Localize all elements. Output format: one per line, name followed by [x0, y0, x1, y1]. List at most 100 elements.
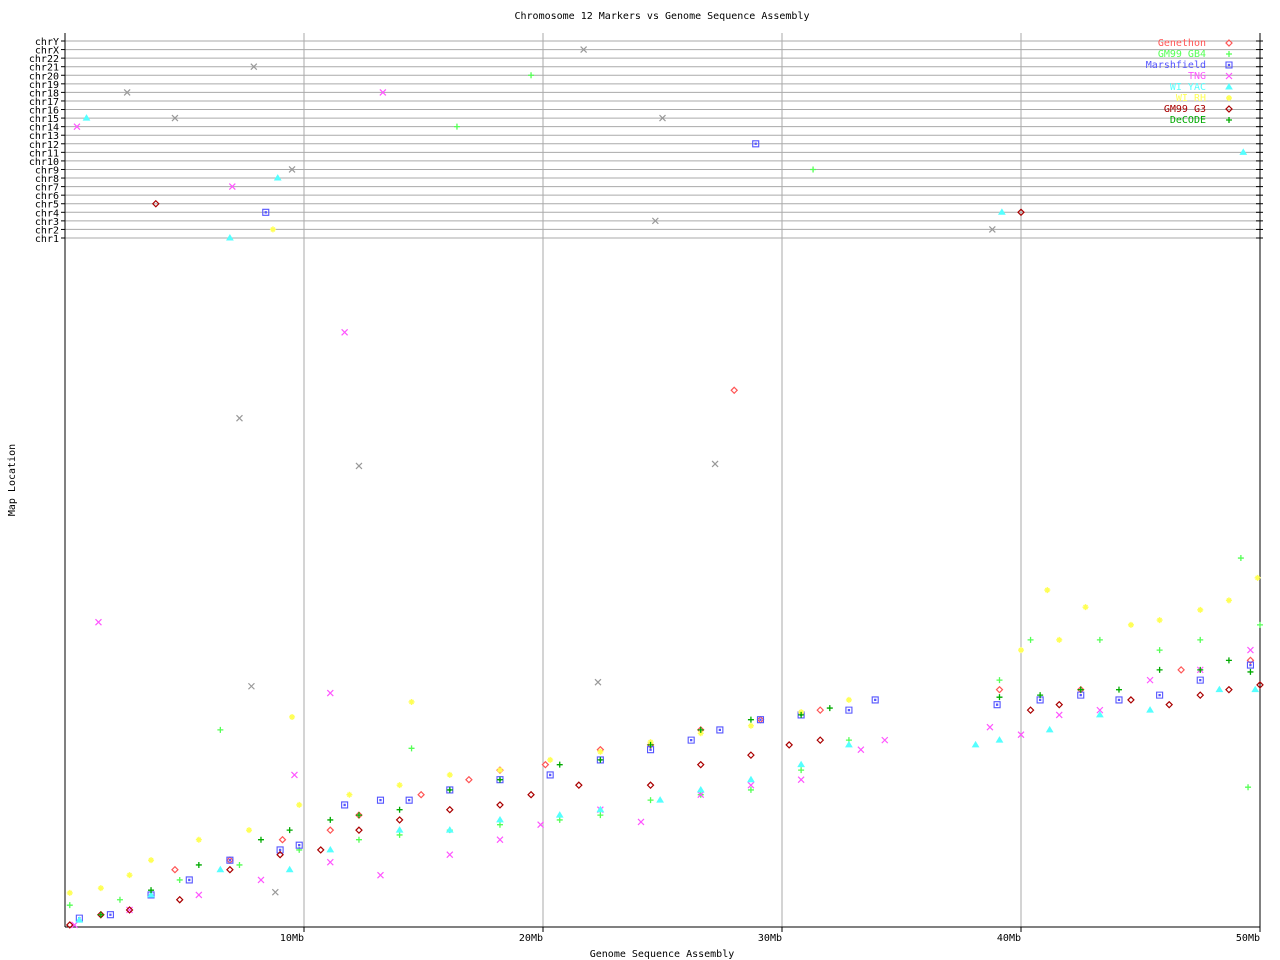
data-point-gm99-g3	[175, 895, 184, 904]
legend-label-gm99-gb4: GM99 GB4	[1158, 49, 1206, 60]
data-point-tng	[496, 836, 504, 844]
data-point-wi-yac	[656, 796, 664, 803]
data-point-marshfield	[716, 726, 724, 734]
data-point-gm99-g3	[1225, 685, 1233, 694]
data-point-gm99-g3	[125, 906, 134, 914]
data-point-gm99-gb4	[408, 745, 415, 752]
data-point-tng	[195, 891, 203, 899]
data-point-decode	[647, 741, 654, 748]
data-point-wi-yac	[285, 865, 294, 873]
data-point-genethon	[226, 856, 234, 865]
data-point-tng	[95, 618, 102, 626]
data-point-marshfield	[546, 771, 554, 779]
chromosome-label: chr18	[29, 88, 59, 99]
x-axis-label: Genome Sequence Assembly	[590, 949, 735, 960]
data-point-gm99-gb4	[647, 797, 654, 804]
data-point-tng	[1247, 646, 1254, 654]
chromosome-label: chr11	[29, 148, 59, 159]
chromosome-label: chr7	[35, 183, 59, 194]
legend-marker-tng	[1225, 72, 1233, 80]
legend-label-tng: TNG	[1188, 71, 1206, 82]
data-point-genethon	[1177, 666, 1185, 674]
legend-marker-gm99-gb4	[1226, 51, 1232, 57]
grid	[65, 33, 1260, 927]
off-chromosome-point-unlabeled	[651, 217, 659, 225]
series-genethon	[171, 386, 1255, 874]
chromosome-label: chr19	[29, 80, 59, 91]
axes: chrYchrXchr22chr21chr20chr19chr18chr17ch…	[29, 33, 1263, 944]
off-chromosome-point-gm99-gb4	[810, 166, 817, 173]
off-chromosome-point-unlabeled	[988, 226, 996, 233]
data-point-decode	[1197, 666, 1204, 673]
chromosome-label: chr5	[35, 200, 59, 211]
x-tick-label: 20Mb	[519, 933, 543, 944]
data-point-decode	[97, 911, 104, 918]
data-point-tng	[446, 851, 454, 859]
data-point-wi-yac	[596, 805, 605, 813]
data-point-wi-rh	[1156, 617, 1163, 624]
off-chromosome-point-tng	[228, 183, 236, 191]
chromosome-label: chr15	[29, 114, 59, 125]
data-point-marshfield	[1246, 661, 1254, 669]
data-point-wi-yac	[147, 890, 155, 898]
data-point-tng	[986, 723, 994, 731]
data-point-marshfield	[1196, 676, 1204, 684]
data-point-gm99-g3	[1055, 700, 1064, 709]
data-point-gm99-g3	[226, 865, 234, 874]
legend-marker-gm99-g3	[1225, 105, 1233, 113]
data-point-tng	[537, 821, 545, 829]
data-point-wi-yac	[1215, 685, 1224, 693]
data-point-wi-yac	[555, 811, 564, 818]
data-point-wi-rh	[1044, 587, 1051, 594]
data-point-marshfield	[226, 856, 234, 864]
data-point-gm99-g3	[276, 850, 284, 859]
data-point-wi-rh	[1018, 647, 1024, 654]
data-point-marshfield	[756, 716, 765, 724]
data-point-genethon	[278, 835, 287, 844]
off-chromosome-point-wi-yac	[226, 234, 234, 241]
data-point-gm99-g3	[355, 826, 363, 835]
data-point-tng	[747, 781, 755, 789]
data-point-unlabeled	[594, 678, 602, 686]
data-point-wi-rh	[496, 767, 503, 774]
data-point-tng	[1096, 706, 1104, 714]
legend-label-decode: DeCODE	[1170, 115, 1206, 126]
data-point-wi-yac	[75, 916, 84, 923]
series-gm99-gb4	[66, 72, 1263, 909]
data-point-unlabeled	[711, 460, 719, 468]
data-point-decode	[1225, 657, 1232, 664]
data-point-tng	[126, 906, 133, 914]
data-point-marshfield	[993, 701, 1001, 709]
off-chromosome-point-unlabeled	[123, 88, 131, 96]
data-point-gm99-gb4	[1245, 784, 1252, 791]
data-point-genethon	[417, 790, 425, 799]
data-point-wi-rh	[148, 857, 155, 864]
data-point-tng	[881, 736, 889, 744]
data-point-gm99-g3	[496, 801, 504, 809]
legend-marker-genethon	[1225, 39, 1233, 47]
data-points	[65, 46, 1264, 929]
x-tick-label: 50Mb	[1236, 933, 1260, 944]
data-point-marshfield	[845, 706, 853, 714]
off-chromosome-point-tng	[379, 88, 387, 96]
off-chromosome-point-wi-rh	[269, 226, 276, 233]
data-point-decode	[1115, 686, 1122, 693]
data-point-tng	[637, 818, 645, 826]
data-point-marshfield	[1156, 691, 1164, 699]
data-point-wi-rh	[1082, 604, 1089, 611]
data-point-marshfield	[185, 876, 193, 884]
data-point-gm99-gb4	[496, 821, 503, 828]
chromosome-label: chr10	[29, 157, 59, 168]
data-point-tng	[377, 871, 384, 879]
data-point-decode	[355, 812, 362, 819]
data-point-decode	[257, 836, 264, 843]
chromosome-label: chr8	[35, 174, 59, 185]
data-point-decode	[496, 776, 503, 783]
chromosome-label: chr6	[35, 191, 59, 202]
data-point-unlabeled	[355, 462, 363, 470]
data-point-tng	[1146, 676, 1154, 684]
off-chromosome-point-gm99-gb4	[528, 72, 535, 79]
off-chromosome-point-unlabeled	[288, 166, 296, 173]
data-point-wi-yac	[845, 740, 853, 748]
